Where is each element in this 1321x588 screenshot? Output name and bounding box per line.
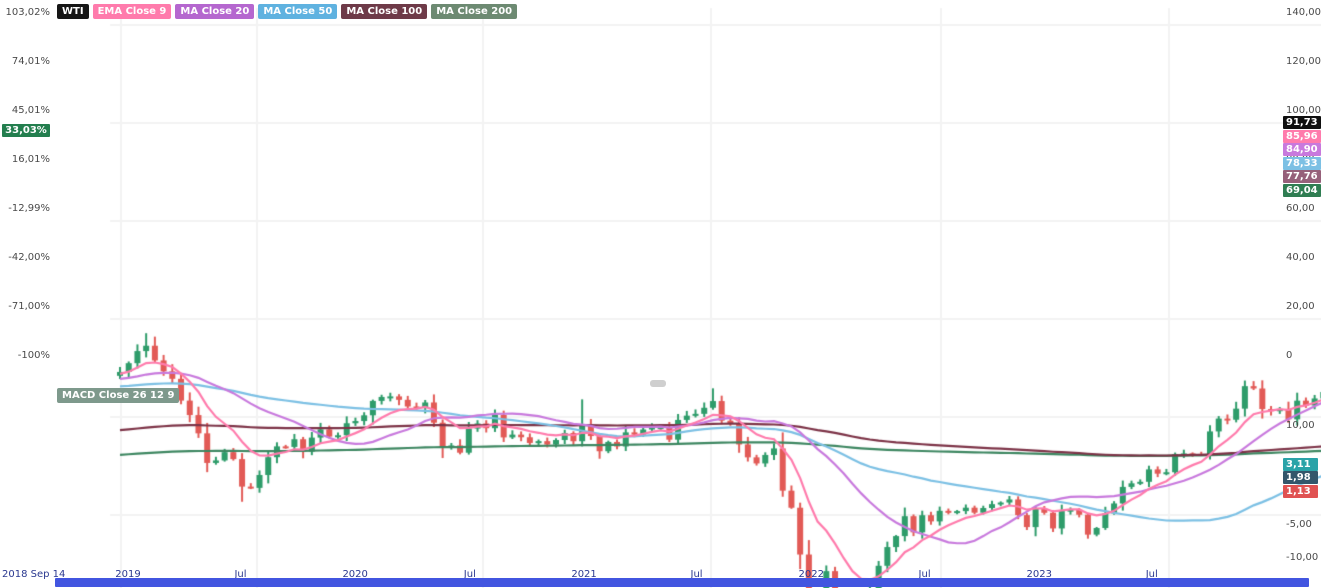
macd-badge: 3,11 — [1283, 457, 1318, 471]
macd-axis-tick: 10,00 — [1286, 420, 1315, 431]
bottom-scrollbar[interactable] — [55, 578, 1309, 587]
macd-axis-tick: -5,00 — [1286, 519, 1312, 530]
price-axis-tick: 20,00 — [1286, 301, 1315, 312]
price-badge: 85,96 — [1283, 129, 1321, 143]
date-label: Jul — [918, 569, 931, 580]
price-axis-tick: 120,00 — [1286, 56, 1321, 67]
legend-chip-ma-close-50[interactable]: MA Close 50 — [258, 4, 338, 19]
percent-axis-tick: 16,01% — [11, 154, 50, 165]
price-axis-tick: 60,00 — [1286, 203, 1315, 214]
macd-legend-chip[interactable]: MACD Close 26 12 9 — [57, 388, 180, 403]
legend-chip-ema-close-9[interactable]: EMA Close 9 — [92, 4, 172, 19]
price-badge: 77,76 — [1283, 170, 1321, 184]
percent-axis-tick: -100% — [17, 350, 50, 361]
date-label: Jul — [463, 569, 476, 580]
legend-chip-ma-close-20[interactable]: MA Close 20 — [175, 4, 255, 19]
price-axis-tick: 0 — [1286, 350, 1293, 361]
macd-axis-tick: -10,00 — [1286, 552, 1319, 563]
legend-chip-ma-close-100[interactable]: MA Close 100 — [341, 4, 428, 19]
macd-legend: MACD Close 26 12 9 — [57, 388, 180, 403]
percent-axis-tick: 45,01% — [11, 105, 50, 116]
price-badge: 91,73 — [1283, 116, 1321, 130]
price-axis-tick: 40,00 — [1286, 252, 1315, 263]
price-badge: 69,04 — [1283, 183, 1321, 197]
date-label: Jul — [234, 569, 247, 580]
legend-chip-wti[interactable]: WTI — [57, 4, 89, 19]
price-badge: 84,90 — [1283, 143, 1321, 157]
date-label: Jul — [690, 569, 703, 580]
date-label: 2021 — [571, 569, 597, 580]
date-label: 2023 — [1026, 569, 1052, 580]
macd-badge: 1,13 — [1283, 484, 1318, 498]
pane-resize-handle[interactable] — [650, 380, 666, 387]
price-axis-tick: 140,00 — [1286, 7, 1321, 18]
percent-axis-tick: -42,00% — [8, 252, 50, 263]
percent-axis-tick: 74,01% — [11, 56, 50, 67]
date-label: Jul — [1145, 569, 1158, 580]
date-label: 2019 — [115, 569, 141, 580]
date-label: 2020 — [342, 569, 368, 580]
price-axis-tick: 100,00 — [1286, 105, 1321, 116]
date-label: 2018 Sep 14 — [2, 569, 66, 580]
last-percent-badge: 33,03% — [2, 124, 50, 138]
percent-axis-tick: -12,99% — [8, 203, 50, 214]
macd-badge: 1,98 — [1283, 471, 1318, 485]
legend-chip-ma-close-200[interactable]: MA Close 200 — [431, 4, 518, 19]
percent-axis-tick: 103,02% — [5, 7, 51, 18]
price-badge: 78,33 — [1283, 156, 1321, 170]
date-label: 2022 — [798, 569, 824, 580]
percent-axis-tick: -71,00% — [8, 301, 50, 312]
main-legend: WTI EMA Close 9 MA Close 20 MA Close 50 MA C… — [57, 4, 518, 19]
